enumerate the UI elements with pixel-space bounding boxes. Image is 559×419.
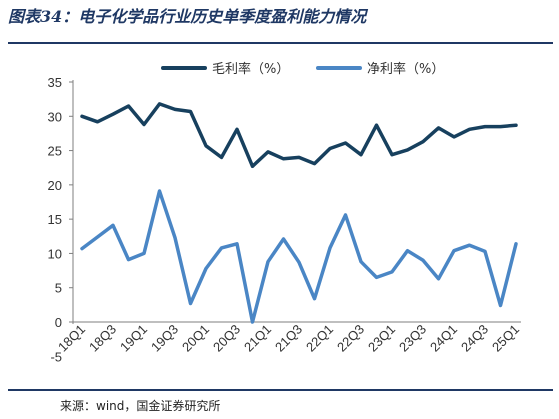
x-tick-label: 20Q3 xyxy=(210,322,243,355)
title-divider xyxy=(8,42,553,44)
source-note: 来源：wind，国金证券研究所 xyxy=(60,399,221,413)
x-tick-label: 24Q3 xyxy=(458,322,491,355)
legend: 毛利率（%） 净利率（%） xyxy=(161,61,444,77)
x-tick-label: 18Q3 xyxy=(86,322,119,355)
x-tick-label: 25Q1 xyxy=(489,322,522,355)
legend-label-net-margin: 净利率（%） xyxy=(367,61,444,77)
net-margin-line xyxy=(80,189,518,324)
x-tick-label: 20Q1 xyxy=(179,322,212,355)
x-tick-label: 23Q1 xyxy=(365,322,398,355)
y-tick-label: -5 xyxy=(50,349,62,364)
x-tick-label: 22Q3 xyxy=(334,322,367,355)
x-tick-label: 23Q3 xyxy=(396,322,429,355)
y-tick-label: 35 xyxy=(48,75,62,90)
series-layer xyxy=(80,102,518,324)
y-tick-label: 0 xyxy=(55,315,62,330)
x-tick-label: 21Q3 xyxy=(272,322,305,355)
y-tick-label: 20 xyxy=(48,178,62,193)
y-tick-label: 10 xyxy=(48,246,62,261)
figure-title: 图表34：电子化学品行业历史单季度盈利能力情况 xyxy=(8,7,367,26)
y-tick-label: 25 xyxy=(48,144,62,159)
x-tick-label: 21Q1 xyxy=(241,322,274,355)
x-tick-label: 22Q1 xyxy=(303,322,336,355)
y-tick-label: 30 xyxy=(48,109,62,124)
y-tick-label: 5 xyxy=(55,281,62,296)
x-tick-label: 24Q1 xyxy=(427,322,460,355)
legend-label-gross-margin: 毛利率（%） xyxy=(212,61,289,77)
y-tick-label: 15 xyxy=(48,212,62,227)
x-tick-label: 19Q3 xyxy=(148,322,181,355)
y-axis: -5 0 5 10 15 20 25 30 35 xyxy=(48,75,74,364)
x-axis: 18Q118Q319Q119Q320Q120Q321Q121Q322Q122Q3… xyxy=(55,321,522,355)
line-chart: 毛利率（%） 净利率（%） -5 0 5 10 15 20 25 30 35 18Q118Q319… xyxy=(48,61,523,364)
x-tick-label: 19Q1 xyxy=(117,322,150,355)
gross-margin-line xyxy=(80,102,518,169)
footer-divider xyxy=(8,389,553,391)
